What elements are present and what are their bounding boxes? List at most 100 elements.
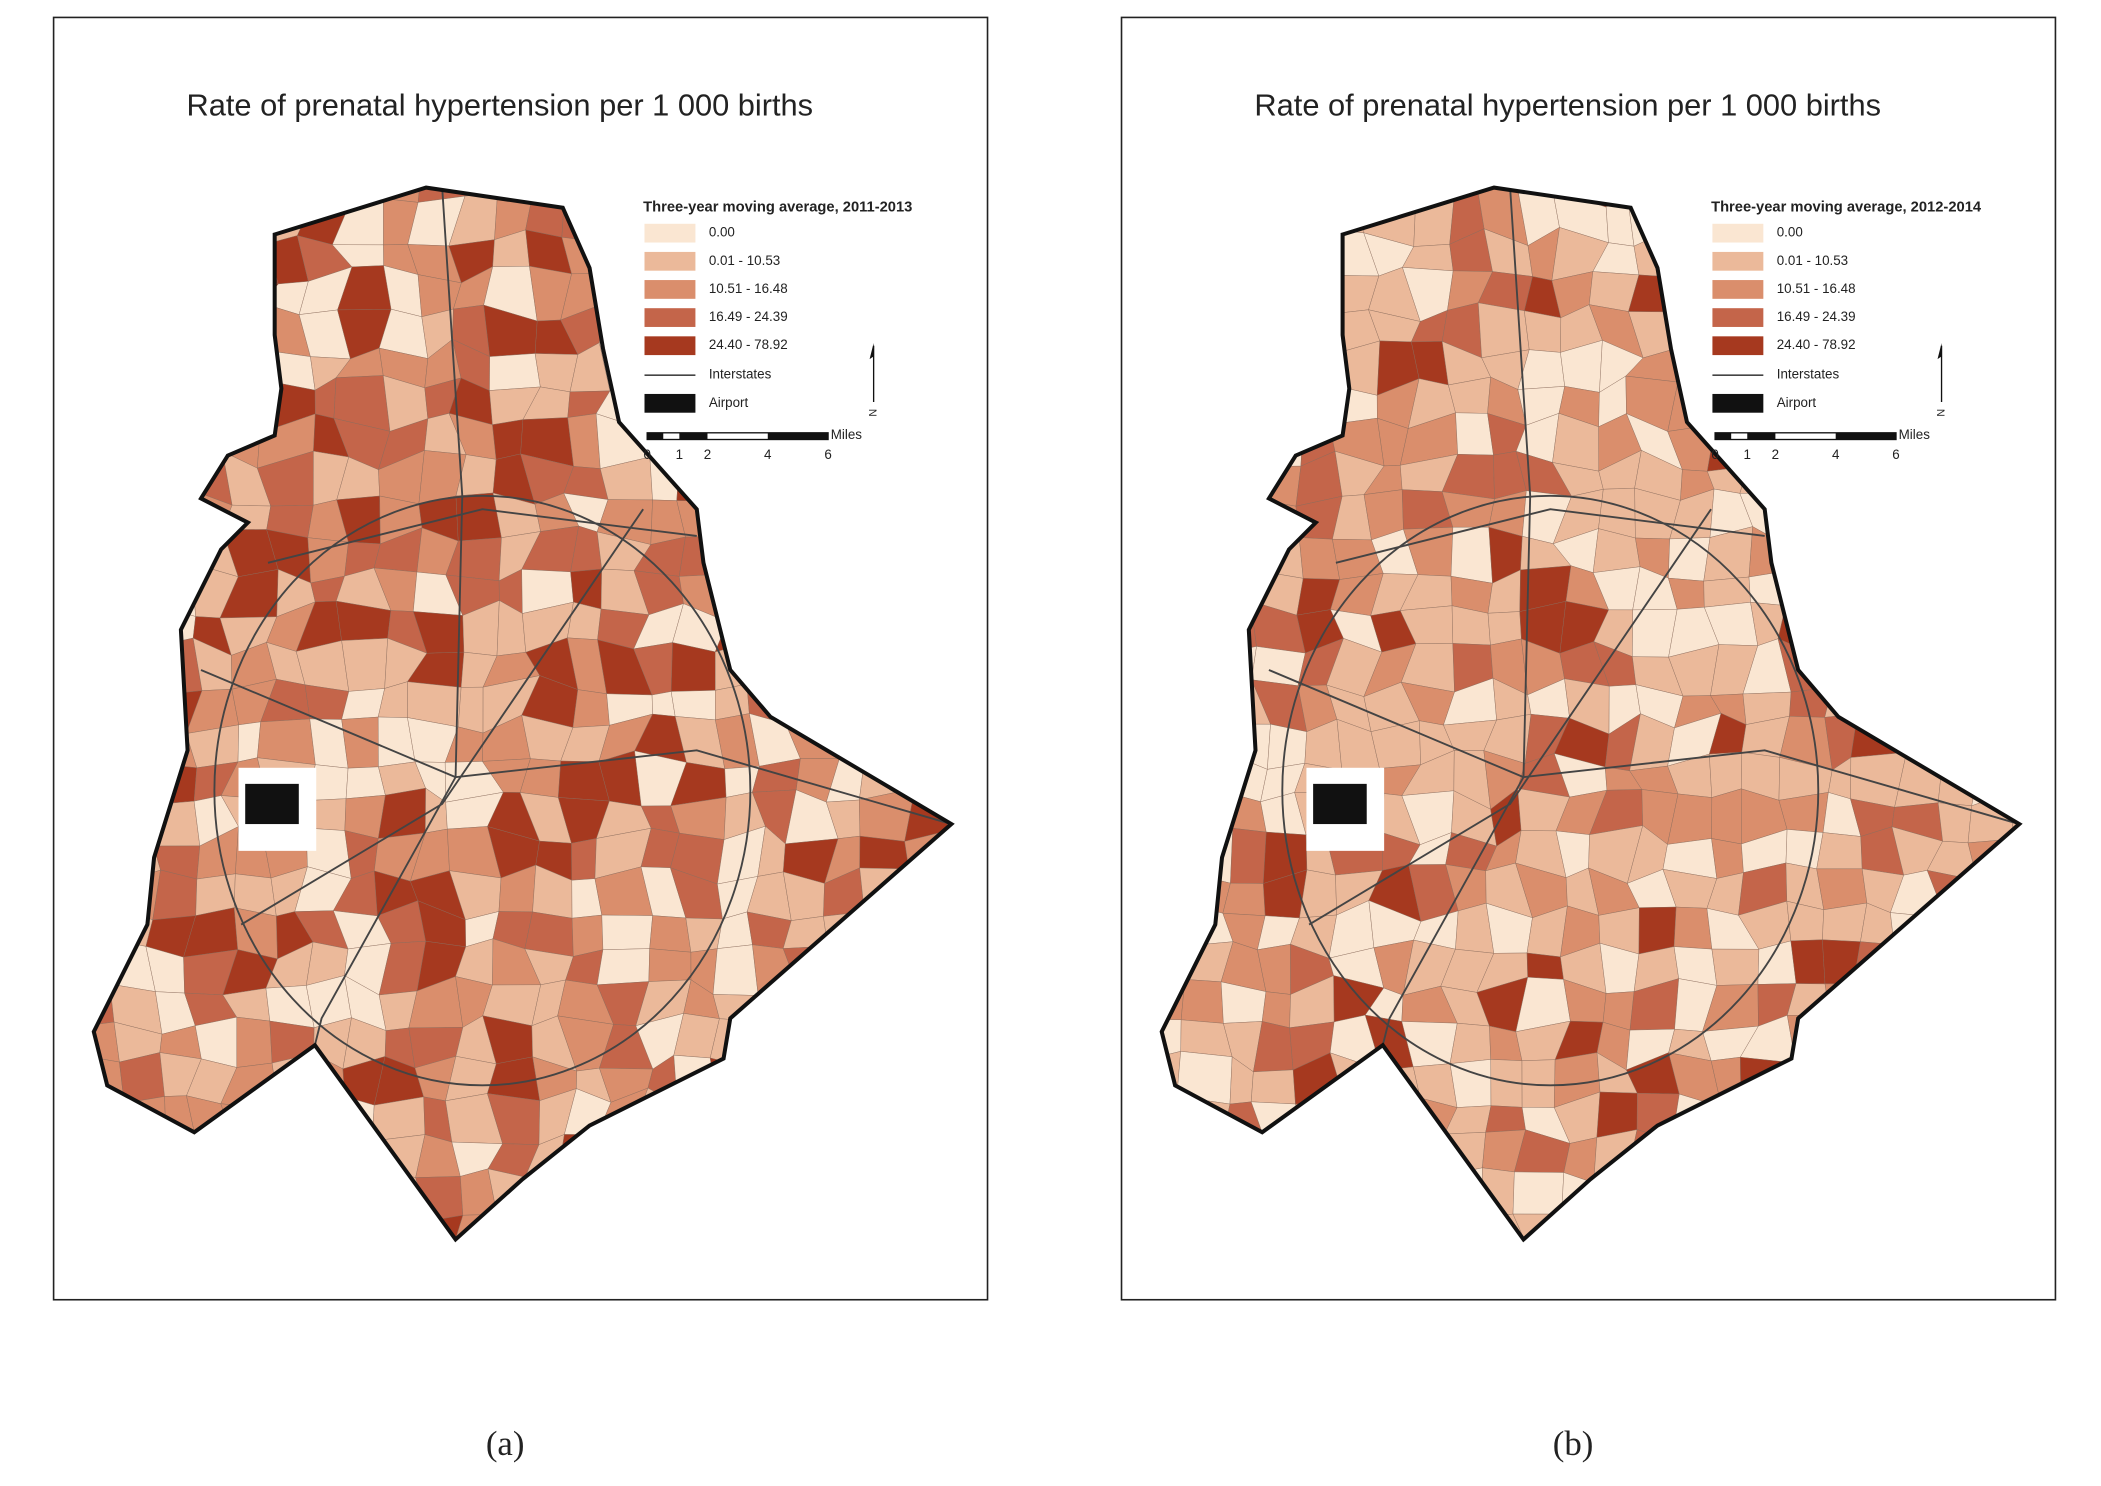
scale-seg <box>1715 432 1732 440</box>
scale-label: 6 <box>824 447 831 462</box>
tract <box>989 234 1024 276</box>
tract <box>670 690 716 721</box>
scale-unit: Miles <box>1899 427 1931 442</box>
tract <box>1250 1069 1296 1105</box>
tract <box>1785 829 1824 870</box>
legend-swatch <box>1712 393 1764 413</box>
tract <box>1180 979 1224 1024</box>
tract <box>2007 792 2020 840</box>
legend-label: 24.40 - 78.92 <box>709 337 788 352</box>
north-label: N <box>867 409 879 417</box>
tract <box>1450 527 1493 584</box>
tract <box>1230 828 1267 884</box>
tract <box>2054 1126 2084 1169</box>
legend-swatch <box>644 393 696 413</box>
tract <box>859 835 910 870</box>
tract <box>983 751 1027 801</box>
tract <box>1822 902 1868 942</box>
scale-seg <box>1835 432 1896 440</box>
tract <box>572 689 610 728</box>
tract <box>1455 412 1494 456</box>
scale-seg <box>679 432 708 440</box>
tract <box>987 317 1017 356</box>
tract <box>492 419 524 460</box>
scale-label: 2 <box>704 447 711 462</box>
tract <box>982 602 1026 656</box>
tract <box>571 838 597 881</box>
tract <box>571 914 604 957</box>
legend-label: 0.00 <box>709 225 735 240</box>
legend-swatch <box>644 280 696 299</box>
map-title: Rate of prenatal hypertension per 1 000 … <box>186 87 813 122</box>
interstate <box>1335 508 1765 564</box>
legend-label: 10.51 - 16.48 <box>709 281 788 296</box>
scale-unit: Miles <box>831 427 863 442</box>
tract <box>984 377 1027 422</box>
tract <box>457 686 484 734</box>
north-label: N <box>1935 409 1947 417</box>
scale-seg <box>767 432 829 440</box>
legend-label: 10.51 - 16.48 <box>1777 281 1856 296</box>
tract <box>1222 882 1266 916</box>
tract <box>567 601 602 640</box>
legend-label: 24.40 - 78.92 <box>1777 337 1856 352</box>
interstate <box>1281 494 1820 1087</box>
tract <box>237 721 261 763</box>
tract <box>596 948 650 986</box>
scale-label: 2 <box>1772 447 1779 462</box>
scale-label: 4 <box>764 447 772 462</box>
tract <box>1526 952 1564 980</box>
legend-swatch <box>644 308 696 327</box>
legend-swatch <box>1712 251 1764 271</box>
legend-swatch <box>1712 308 1764 327</box>
tract <box>1668 537 1711 582</box>
tract <box>2057 458 2087 501</box>
tract <box>236 1016 273 1068</box>
scale-label: 1 <box>1744 447 1751 462</box>
interstate <box>1268 669 2020 825</box>
tract <box>152 869 198 921</box>
interstate <box>267 508 697 564</box>
tract <box>341 638 388 692</box>
tract <box>649 915 692 953</box>
tract <box>1790 939 1826 985</box>
legend-label: 0.00 <box>1777 225 1803 240</box>
legend-title: Three-year moving average, 2011-2013 <box>643 200 912 216</box>
tract <box>984 421 1026 464</box>
airport <box>1313 783 1367 825</box>
legend-label: Interstates <box>1777 367 1840 382</box>
legend-title: Three-year moving average, 2012-2014 <box>1711 200 1982 216</box>
legend-swatch <box>1712 336 1764 356</box>
tract <box>257 718 316 765</box>
scale-label: 1 <box>676 447 683 462</box>
caption: (a) <box>486 1424 525 1463</box>
scale-seg <box>1747 432 1776 440</box>
tract <box>601 914 653 950</box>
scale-label: 6 <box>1892 447 1899 462</box>
caption: (b) <box>1553 1424 1594 1463</box>
scale-seg <box>647 432 664 440</box>
legend-label: Interstates <box>709 367 772 382</box>
tract <box>986 193 1012 234</box>
tract <box>1638 906 1677 955</box>
scale-label: 4 <box>1832 447 1840 462</box>
tract <box>1485 1105 1526 1133</box>
scale-label: 0 <box>643 447 650 462</box>
tract <box>986 151 1015 193</box>
interstate <box>240 508 644 926</box>
tract <box>378 787 426 839</box>
map-panel: Rate of prenatal hypertension per 1 000 … <box>52 16 1027 1463</box>
north-arrow-head <box>869 343 874 360</box>
tract <box>309 718 349 769</box>
tract <box>1816 832 1863 870</box>
tract <box>489 353 541 391</box>
map-panel: Rate of prenatal hypertension per 1 000 … <box>1120 16 2087 1463</box>
legend-swatch <box>644 223 696 243</box>
legend-label: 0.01 - 10.53 <box>1777 253 1848 268</box>
tract <box>987 263 1024 318</box>
tract <box>1524 310 1562 353</box>
interstate <box>1308 508 1712 926</box>
interstate <box>200 669 952 825</box>
tract <box>1673 906 1713 950</box>
